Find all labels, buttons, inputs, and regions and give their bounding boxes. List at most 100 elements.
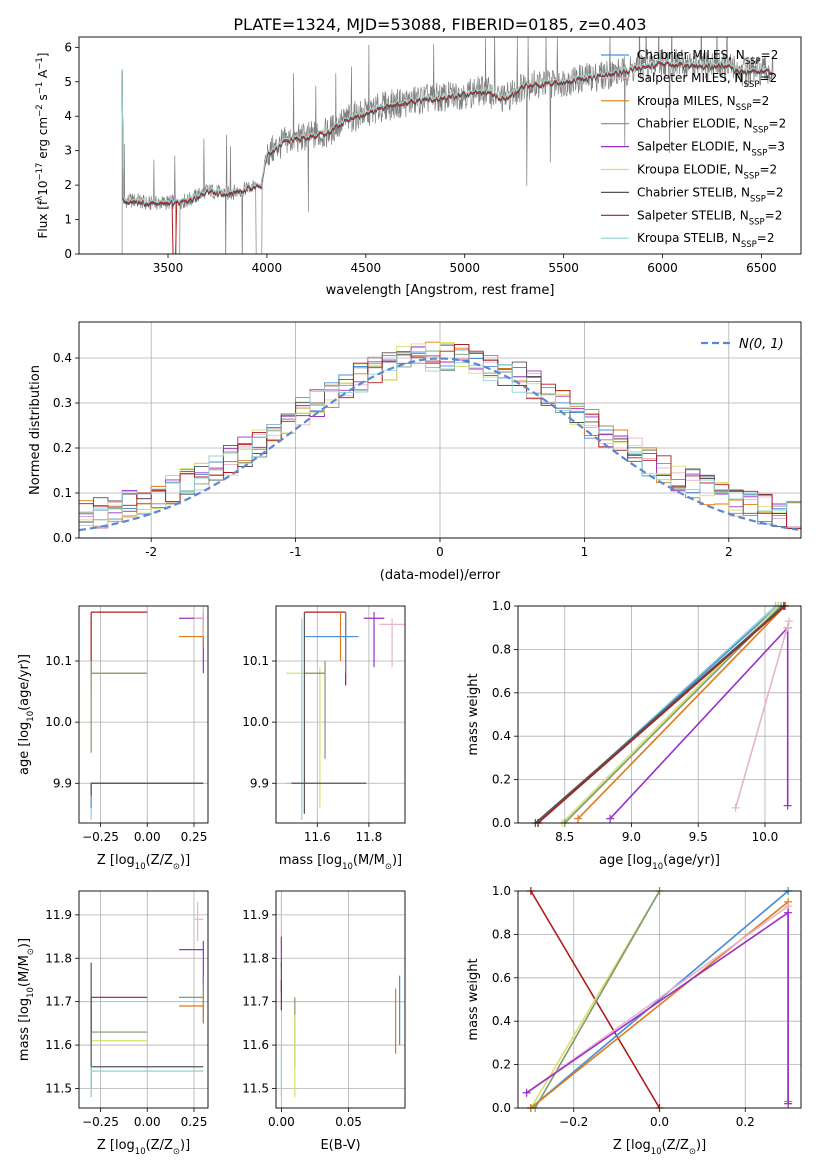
spectrum-model-line xyxy=(121,61,773,208)
Z-age-ytick-label: 10.0 xyxy=(45,715,72,729)
spectrum-plot-area xyxy=(98,37,774,254)
spectrum-ytick-label: 1 xyxy=(64,213,72,227)
Z-age-ylabel-part: 10 xyxy=(26,711,36,722)
age-massweight-xtick-label: 10.0 xyxy=(752,830,779,844)
Z-massweight-ytick-label: 0.8 xyxy=(492,927,511,941)
legend-entry: Salpeter ELODIE, NSSP=3 xyxy=(637,140,785,159)
Z-age-plot-area xyxy=(90,606,204,820)
spectrum-model-line xyxy=(121,59,773,205)
Z-mass-ylabel-part: )] xyxy=(17,938,32,948)
age-massweight-ytick-label: 0.6 xyxy=(492,686,511,700)
Z-age-xlabel-part: ⊙ xyxy=(173,862,180,872)
Z-age-xtick-label: 0.25 xyxy=(181,830,208,844)
Z-age-ylabel-part: age [log xyxy=(17,722,32,775)
mass-age-frame xyxy=(275,605,406,824)
Z-age-ylabel-part: (age/yr)] xyxy=(17,654,32,711)
legend-entry-count: =3 xyxy=(767,140,785,154)
spectrum-xlabel: wavelength [Angstrom, rest frame] xyxy=(326,283,555,298)
ebv-mass-ytick-label: 11.9 xyxy=(242,908,269,922)
Z-massweight-xlabel-part: (Z/Z xyxy=(662,1138,689,1153)
residuals-xtick-label: 1 xyxy=(581,545,589,559)
spectrum-xtick-label: 5500 xyxy=(548,261,579,275)
massweight-line xyxy=(530,890,789,1109)
Z-massweight-xtick-label: 0.2 xyxy=(736,1115,755,1129)
spectrum-ytick-label: 0 xyxy=(64,247,72,261)
Z-mass-frame xyxy=(78,890,209,1109)
Z-massweight-ytick-label: 0.0 xyxy=(492,1101,511,1115)
Z-age-xlabel: Z [log10(Z/Z⊙)] xyxy=(97,853,190,872)
ebv-mass-ytick-label: 11.5 xyxy=(242,1081,269,1095)
Z-mass-ylabel: mass [log10(M/M⊙)] xyxy=(17,938,36,1061)
legend-entry-count: =2 xyxy=(769,117,787,131)
age-massweight-ytick-label: 0.0 xyxy=(492,816,511,830)
Z-mass-ytick-label: 11.5 xyxy=(45,1081,72,1095)
legend-entry: Chabrier ELODIE, NSSP=2 xyxy=(637,117,786,136)
Z-age-ylabel: age [log10(age/yr)] xyxy=(17,654,36,775)
legend-entry-count: =2 xyxy=(765,208,783,222)
legend-entry: Salpeter MILES, NSSP=2 xyxy=(637,71,777,90)
legend-entry-sub: SSP xyxy=(741,240,757,250)
Z-mass-xtick-label: −0.25 xyxy=(82,1115,119,1129)
residuals-ytick-label: 0.1 xyxy=(53,486,72,500)
legend-entry-count: =2 xyxy=(759,71,777,85)
ebv-mass-panel: 0.00 0.05 11.5 11.6 11.7 11.8 11.9 E(B-V) xyxy=(242,890,406,1153)
residuals-ytick-label: 0.3 xyxy=(53,396,72,410)
Z-massweight-ylabel: mass weight xyxy=(466,958,481,1040)
Z-massweight-xlabel-part: Z [log xyxy=(613,1138,651,1153)
Z-age-xlabel-part: )] xyxy=(180,853,190,868)
residuals-panel: -2 -1 0 1 2 0.0 0.1 0.2 0.3 0.4 (data-model)/error… xyxy=(28,321,802,583)
spectrum-background xyxy=(79,37,801,254)
legend-entry-name: Kroupa MILES, N xyxy=(637,94,736,108)
residuals-histogram xyxy=(79,344,801,529)
residuals-xlabel: (data-model)/error xyxy=(380,568,501,583)
Z-age-panel: −0.25 0.00 0.259.910.010.1Z [log10(Z/Z⊙)]a… xyxy=(17,605,209,872)
spectrum-ylabel-part: λ xyxy=(35,196,45,201)
Z-massweight-frame xyxy=(517,890,802,1109)
legend-entry-name: Salpeter ELODIE, N xyxy=(637,140,751,154)
Z-age-xtick-label: 0.00 xyxy=(134,830,161,844)
legend-entry-name: Chabrier STELIB, N xyxy=(637,185,750,199)
age-massweight-xtick-label: 9.0 xyxy=(622,830,641,844)
Z-mass-xlabel-part: ⊙ xyxy=(173,1147,180,1157)
Z-massweight-xlabel-part: ⊙ xyxy=(689,1147,696,1157)
massweight-line xyxy=(526,911,789,1104)
mass-age-xlabel-part: ⊙ xyxy=(385,862,392,872)
Z-massweight-xtick-label: −0.2 xyxy=(559,1115,588,1129)
Z-massweight-ytick-label: 0.4 xyxy=(492,1014,511,1028)
ebv-mass-xlabel: E(B-V) xyxy=(320,1138,360,1153)
Z-mass-xlabel-part: 10 xyxy=(135,1147,146,1157)
Z-mass-ytick-label: 11.9 xyxy=(45,908,72,922)
legend-entry: Salpeter STELIB, NSSP=2 xyxy=(637,208,782,227)
ebv-mass-plot-area xyxy=(280,897,401,1098)
age-massweight-xlabel: age [log10(age/yr)] xyxy=(599,853,720,872)
Z-mass-xtick-label: 0.25 xyxy=(181,1115,208,1129)
mass-age-xlabel-part: 10 xyxy=(342,862,353,872)
mass-age-xlabel-part: (M/M xyxy=(353,853,385,868)
massweight-line xyxy=(537,605,786,824)
age-massweight-panel: 8.5 9.0 9.5 10.0 0.0 0.2 0.4 0.6 0.8 1.0 age [log1… xyxy=(466,599,802,872)
ebv-mass-ytick-label: 11.8 xyxy=(242,951,269,965)
Z-massweight-ytick-label: 1.0 xyxy=(492,884,511,898)
Z-massweight-ytick-label: 0.2 xyxy=(492,1058,511,1072)
spectrum-xtick-label: 6000 xyxy=(647,261,678,275)
ebv-mass-xtick-label: 0.05 xyxy=(335,1115,362,1129)
legend-label: N(0, 1) xyxy=(739,337,784,352)
age-massweight-ytick-label: 0.8 xyxy=(492,642,511,656)
mass-age-ytick-label: 9.9 xyxy=(250,776,269,790)
Z-mass-xlabel-part: (Z/Z xyxy=(146,1138,173,1153)
legend-entry-sub: SSP xyxy=(749,217,765,227)
age-massweight-xlabel-part: (age/yr)] xyxy=(663,853,720,868)
Z-age-xtick-label: −0.25 xyxy=(82,830,119,844)
Z-massweight-xlabel-part: )] xyxy=(696,1138,706,1153)
Z-age-xlabel-part: (Z/Z xyxy=(146,853,173,868)
legend-entry-sub: SSP xyxy=(744,172,760,182)
Z-age-xlabel-part: 10 xyxy=(135,862,146,872)
spectrum-ytick-label: 2 xyxy=(64,178,72,192)
spectrum-ylabel-part: erg cm xyxy=(36,117,50,163)
normal-curve xyxy=(79,357,799,532)
legend-entry-sub: SSP xyxy=(736,103,752,113)
Z-mass-ytick-label: 11.8 xyxy=(45,951,72,965)
Z-mass-ylabel-part: 10 xyxy=(26,987,36,998)
